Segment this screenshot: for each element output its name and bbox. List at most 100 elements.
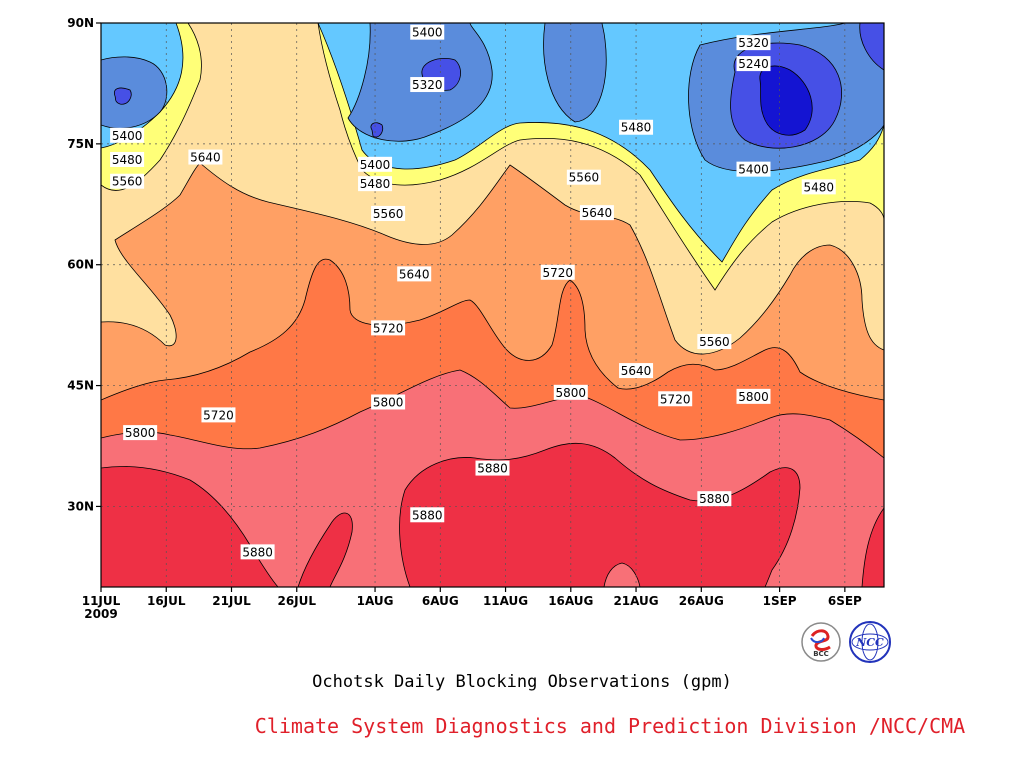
contour-label-text: 5880 [412,508,443,522]
contour-label-text: 5800 [373,395,404,409]
contour-label-5560: 5560 [566,169,601,185]
band-5320-5400 [543,23,607,123]
contour-fill-layer [101,23,884,587]
contour-label-text: 5240 [738,57,769,71]
contour-label-5320: 5320 [410,77,445,93]
contour-label-bg [358,176,393,192]
bcc-logo: BCC [801,622,841,662]
x-tick-label: 16JUL [147,594,186,608]
contour-label-5640: 5640 [619,363,654,379]
contour-label-5560: 5560 [371,205,406,221]
contour-label-5720: 5720 [540,264,575,280]
contour-label-5880: 5880 [240,544,275,560]
contour-label-text: 5880 [699,492,730,506]
contour-label-5720: 5720 [658,391,693,407]
x-tick-label: 16AUG [548,594,593,608]
contour-label-5800: 5800 [736,388,771,404]
contour-label-text: 5560 [112,175,143,189]
contour-label-5880: 5880 [475,460,510,476]
contour-label-bg [410,77,445,93]
contour-label-text: 5400 [412,26,443,40]
contour-label-text: 5720 [203,408,234,422]
contour-label-bg [736,161,771,177]
contour-label-5880: 5880 [410,507,445,523]
band-gt-5880 [297,512,353,587]
contour-label-bg [240,544,275,560]
contour-label-bg [371,205,406,221]
contour-label-bg [410,24,445,40]
credit-line: Climate System Diagnostics and Predictio… [254,714,966,738]
contour-label-5400: 5400 [358,156,393,172]
contour-label-text: 5800 [738,390,769,404]
contour-label-bg [371,394,406,410]
contour-label-text: 5480 [360,177,391,191]
contour-label-bg [566,169,601,185]
contour-label-5480: 5480 [619,119,654,135]
contour-label-5880: 5880 [697,491,732,507]
y-tick-label: 45N [67,379,94,393]
contour-label-5480: 5480 [110,151,145,167]
contour-label-text: 5400 [360,158,391,172]
x-tick-label: 26JUL [277,594,316,608]
contour-label-bg [553,384,588,400]
contour-label-bg [697,491,732,507]
contour-label-text: 5480 [112,153,143,167]
contour-label-text: 5720 [660,392,691,406]
contour-label-text: 5480 [803,180,834,194]
contour-label-text: 5640 [621,364,652,378]
band-5240-5320 [113,87,132,105]
chart-title: Ochotsk Daily Blocking Observations (gpm… [312,672,732,692]
contour-label-5480: 5480 [358,176,393,192]
contour-label-bg [736,388,771,404]
ncc-logo-text: NCC [855,636,884,649]
contour-label-5800: 5800 [371,394,406,410]
contour-label-5800: 5800 [123,425,158,441]
x-tick-label: 21AUG [613,594,658,608]
contour-label-bg [188,149,223,165]
y-tick-label: 75N [67,137,94,151]
x-tick-label: 6AUG [422,594,459,608]
y-tick-label: 60N [67,258,94,272]
contour-label-bg [658,391,693,407]
y-tick-label: 90N [67,16,94,30]
contour-label-5320: 5320 [736,35,771,51]
contour-label-bg [619,363,654,379]
contour-label-5560: 5560 [697,334,732,350]
contour-label-5480: 5480 [801,179,836,195]
contour-label-text: 5880 [242,545,273,559]
contour-label-5240: 5240 [736,56,771,72]
band-5240-5320 [859,23,884,71]
x-tick-label: 11JUL [82,594,121,608]
contour-label-bg [619,119,654,135]
x-tick-label: 11AUG [483,594,528,608]
contour-label-5720: 5720 [371,320,406,336]
x-tick-label: 6SEP [828,594,862,608]
band-gt-5880 [399,442,801,587]
contour-label-text: 5640 [399,267,430,281]
contour-label-5400: 5400 [736,161,771,177]
contour-label-text: 5720 [542,266,573,280]
contour-label-bg [736,35,771,51]
contour-label-text: 5400 [738,163,769,177]
contour-label-text: 5560 [569,171,600,185]
contour-label-bg [110,151,145,167]
band-gt-5880 [101,466,279,587]
contour-label-bg [397,266,432,282]
contour-label-bg [123,425,158,441]
contour-label-bg [110,173,145,189]
contour-label-bg [540,264,575,280]
contour-label-bg [358,156,393,172]
bcc-logo-text: BCC [813,650,829,658]
contour-label-5640: 5640 [579,205,614,221]
x-tick-label: 21JUL [212,594,251,608]
contour-label-5640: 5640 [397,266,432,282]
contour-label-5400: 5400 [410,24,445,40]
plot-frame [100,22,885,588]
band-lt-5240 [759,65,813,136]
contour-label-bg [475,460,510,476]
contour-label-bg [201,407,236,423]
contour-label-text: 5800 [125,426,156,440]
contour-label-text: 5800 [556,386,587,400]
contour-label-text: 5880 [477,462,508,476]
